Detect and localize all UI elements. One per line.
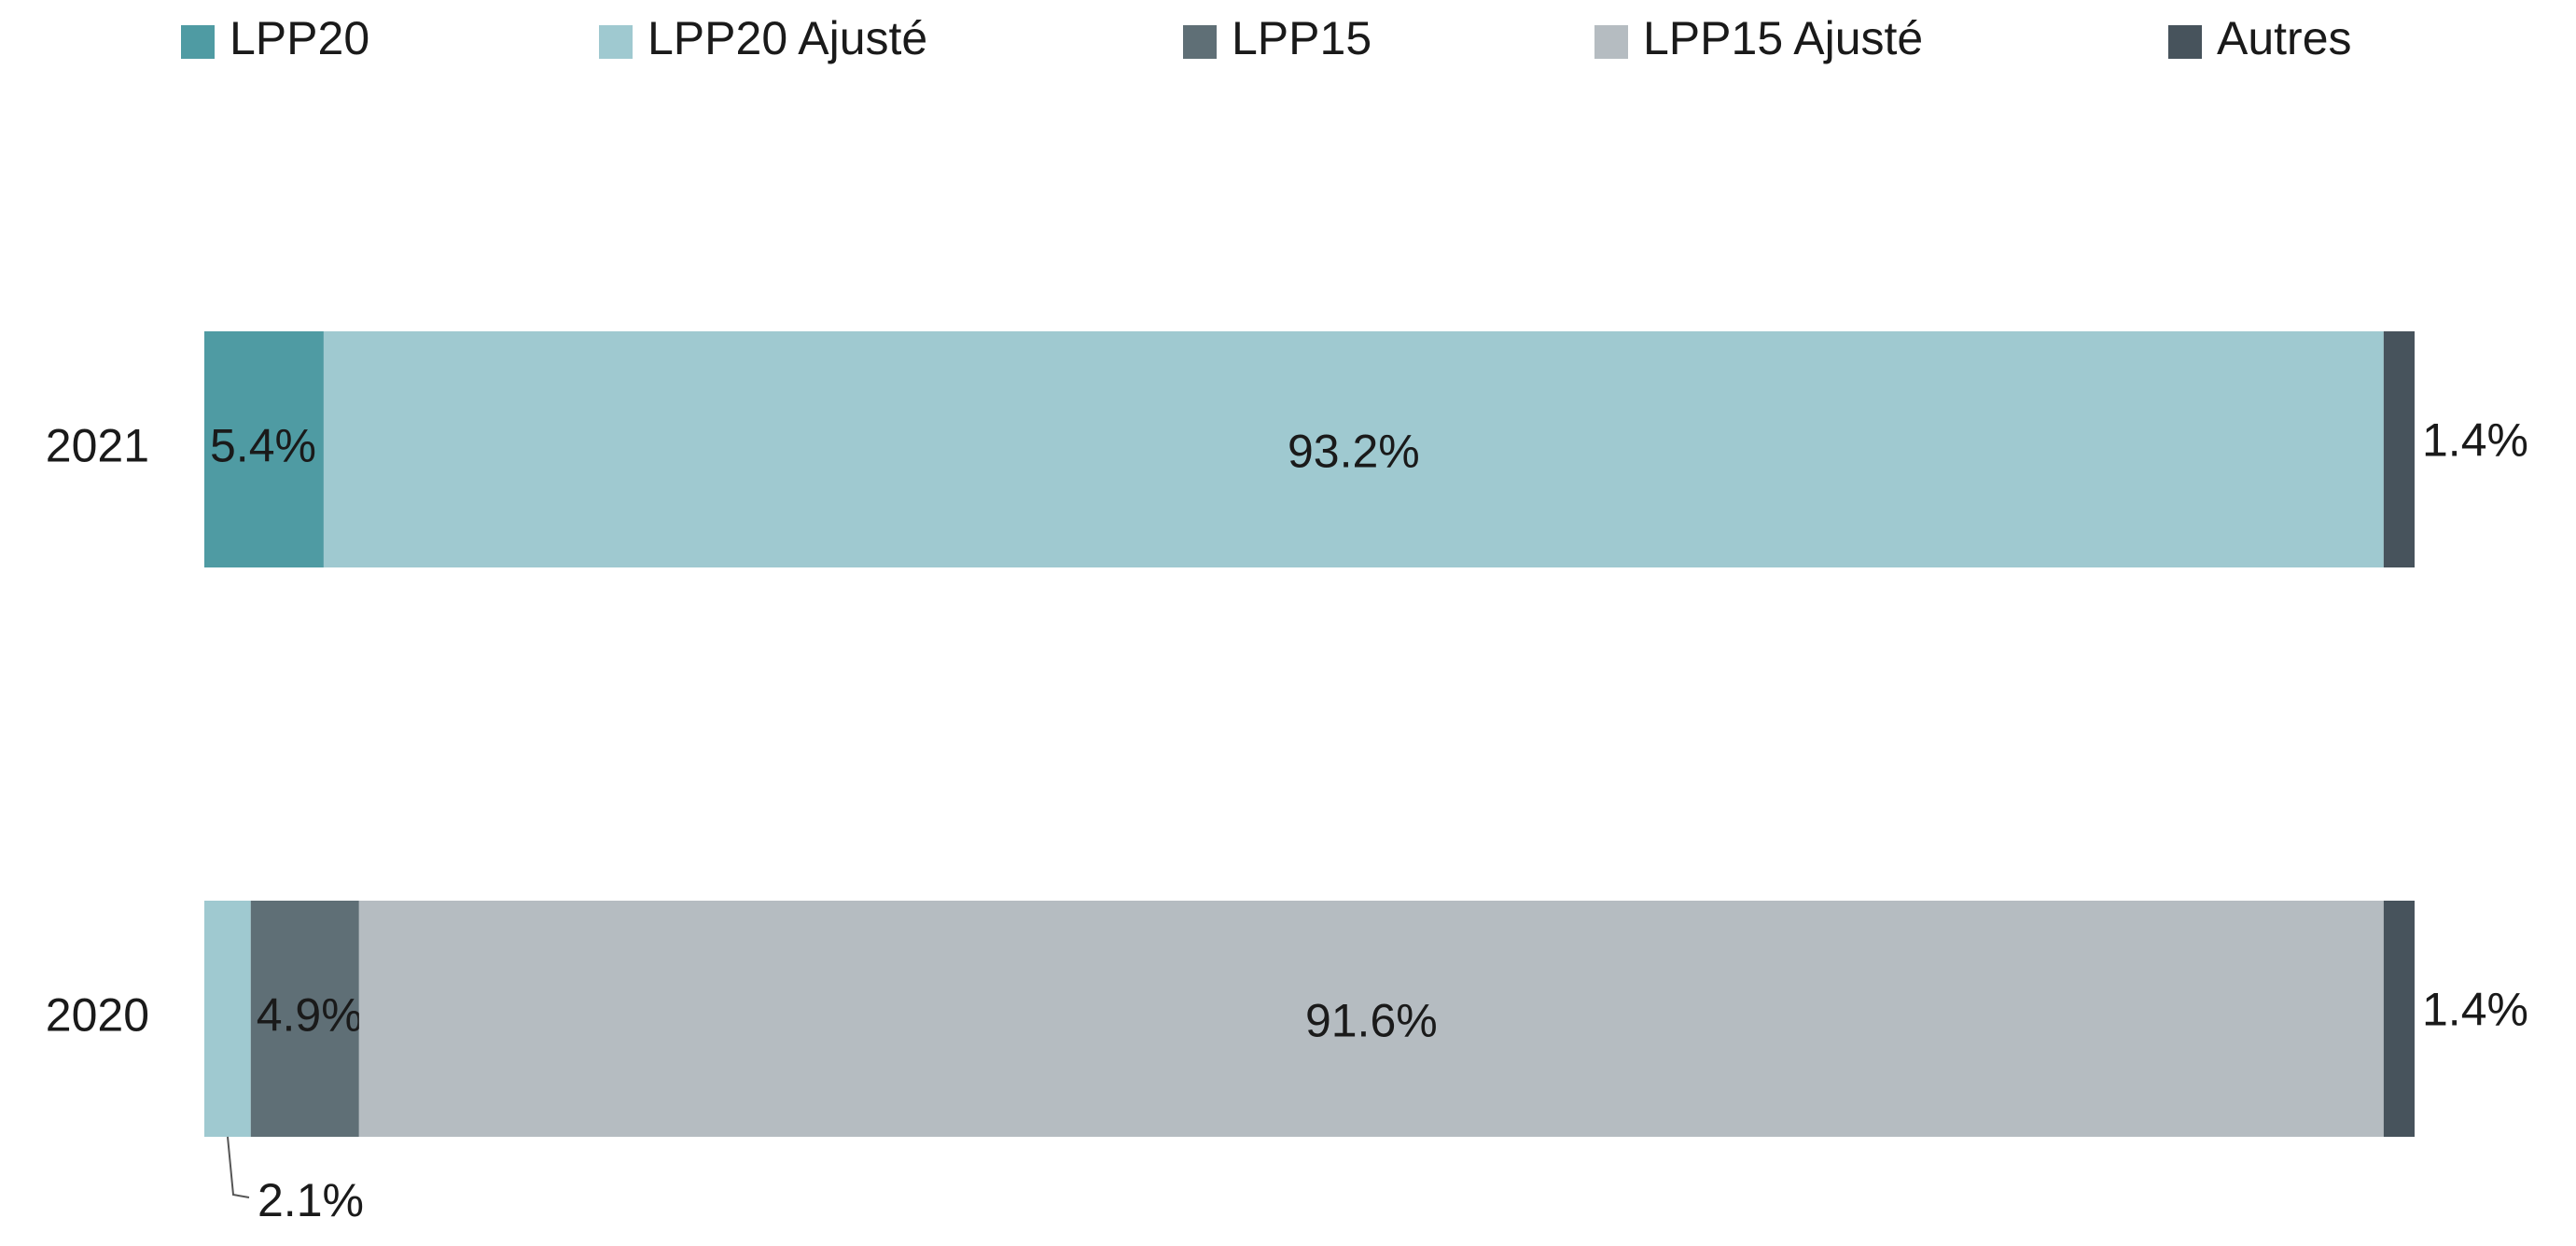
value-label: 1.4% — [2422, 984, 2528, 1036]
leader-line — [227, 1136, 250, 1198]
value-label: 93.2% — [1288, 426, 1420, 478]
value-label: 5.4% — [210, 420, 316, 472]
legend-swatch — [1594, 25, 1628, 59]
legend-swatch — [599, 25, 633, 59]
legend-label: LPP15 Ajusté — [1643, 12, 1923, 64]
bar-segment — [204, 901, 251, 1137]
bar-segment — [250, 901, 359, 1137]
bar-segment — [204, 331, 324, 567]
bar-segment — [2383, 331, 2415, 567]
legend-label: Autres — [2217, 12, 2352, 64]
bar-segment — [323, 331, 2384, 567]
legend-label: LPP20 Ajusté — [647, 12, 927, 64]
legend-label: LPP20 — [230, 12, 369, 64]
value-label: 4.9% — [257, 989, 363, 1042]
category-label: 2021 — [46, 420, 149, 472]
value-label: 2.1% — [258, 1174, 364, 1226]
category-label: 2020 — [46, 989, 149, 1042]
bar-segment — [2383, 901, 2415, 1137]
legend-swatch — [2168, 25, 2202, 59]
legend-label: LPP15 — [1232, 12, 1372, 64]
value-label: 91.6% — [1305, 995, 1438, 1047]
bar-segment — [358, 901, 2384, 1137]
legend-swatch — [1183, 25, 1217, 59]
legend-swatch — [181, 25, 215, 59]
value-label: 1.4% — [2422, 414, 2528, 467]
